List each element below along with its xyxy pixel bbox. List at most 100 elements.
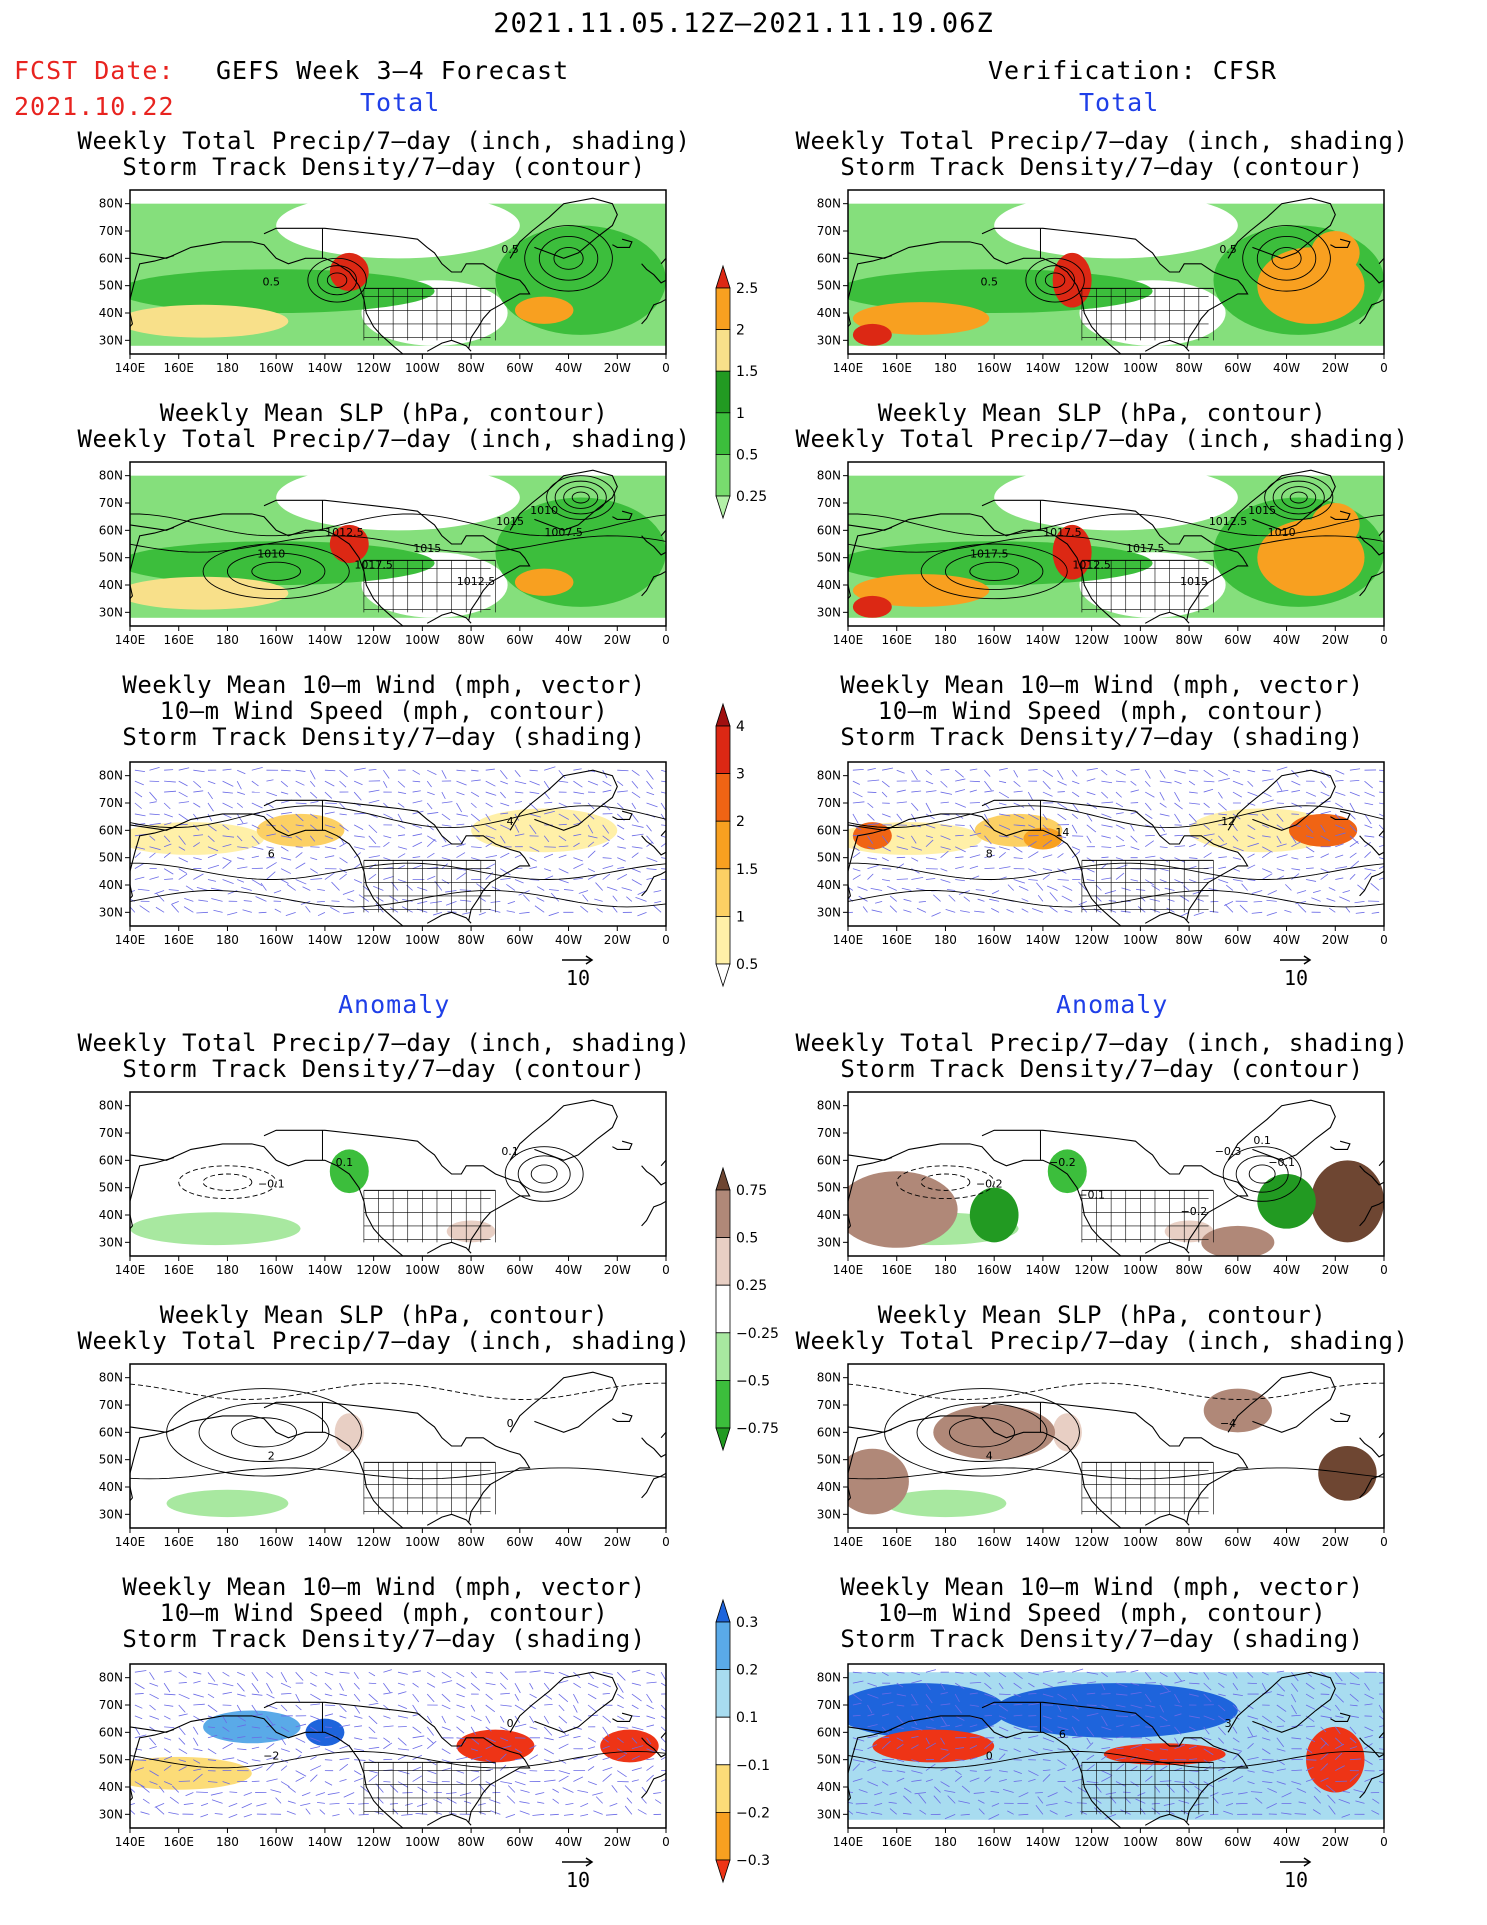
wind-vector [500, 780, 509, 785]
wind-vector [456, 769, 466, 772]
wind-vector [867, 1744, 878, 1750]
wind-vector [1306, 1759, 1317, 1761]
wind-vector [485, 791, 497, 796]
wind-vector [358, 1813, 369, 1816]
wind-vector [236, 1704, 242, 1712]
wind-vector [310, 1737, 321, 1742]
wind-vector [587, 835, 598, 839]
wind-vector [1305, 1766, 1314, 1771]
wind-vector [1180, 1809, 1190, 1815]
wind-vector [852, 852, 861, 858]
lon-tick-label: 140W [1026, 1263, 1061, 1277]
coastline-0 [130, 1715, 404, 1828]
wind-vector [602, 1773, 612, 1782]
wind-vector [1165, 1810, 1175, 1815]
wind-vector [134, 802, 142, 809]
lat-tick-label: 30N [99, 333, 123, 347]
wind-vector [456, 835, 464, 846]
wind-vector [426, 1737, 434, 1744]
lon-tick-label: 180 [216, 1535, 239, 1549]
wind-vector [178, 835, 186, 845]
colorbar-segment [715, 773, 731, 822]
wind-vector [558, 1704, 565, 1712]
contour-line [896, 1165, 995, 1200]
lon-tick-label: 20W [1322, 633, 1349, 647]
wind-vector [548, 889, 559, 891]
lon-tick-label: 40W [1273, 633, 1300, 647]
lon-tick-label: 160E [163, 633, 194, 647]
lon-tick-label: 120W [356, 633, 391, 647]
wind-vector [940, 879, 951, 883]
colorbar-label: 0.5 [736, 447, 758, 463]
wind-vector [578, 890, 589, 894]
wind-vector [251, 1759, 261, 1762]
wind-vector [558, 1770, 571, 1775]
contour-label: −0.2 [1181, 1205, 1208, 1218]
wind-vector [544, 1779, 556, 1782]
coastline-8 [1359, 1737, 1384, 1758]
wind-vector [955, 1747, 965, 1750]
wind-vector [1101, 1726, 1112, 1731]
wind-vector [940, 1715, 947, 1726]
colorbar-tip-bottom [715, 1427, 731, 1452]
wind-vector [441, 1726, 452, 1731]
wind-vector [1262, 1770, 1274, 1774]
wind-vector [1305, 1682, 1315, 1690]
wind-vector [368, 863, 377, 869]
wind-vector [911, 1735, 919, 1739]
plot-frame [847, 1363, 1385, 1529]
coastline-1 [130, 1429, 175, 1474]
wind-vector [596, 908, 603, 913]
wind-vector [1042, 868, 1053, 871]
wind-vector [1320, 873, 1329, 880]
lat-tick-label: 70N [99, 796, 123, 810]
wind-vector [955, 834, 964, 837]
lat-tick-label: 80N [817, 469, 841, 483]
lat-tick-label: 40N [99, 1208, 123, 1222]
wind-vector [867, 1759, 876, 1764]
wind-vector [354, 1748, 365, 1751]
wind-vector [295, 1723, 307, 1728]
wind-vector [874, 1792, 883, 1796]
wind-vector [500, 1671, 509, 1681]
wind-vector [1071, 1715, 1080, 1722]
wind-vector [925, 835, 933, 838]
plot-frame [847, 761, 1385, 927]
wind-vector [646, 1758, 655, 1761]
wind-vector [1154, 1785, 1161, 1793]
wind-vector [1086, 791, 1096, 796]
contour-line [530, 1164, 558, 1184]
wind-vector [852, 813, 859, 824]
colorbar-segment [715, 868, 731, 917]
colorbar-segment [715, 820, 731, 870]
wind-vector [222, 879, 234, 884]
wind-vector [1042, 1769, 1051, 1771]
wind-vector [470, 1775, 480, 1782]
wind-vector [137, 888, 150, 891]
wind-vector [1247, 791, 1258, 797]
contour-line [1222, 1146, 1302, 1202]
wind-vector [848, 1791, 853, 1793]
wind-vector [237, 879, 245, 883]
wind-vector [1378, 1715, 1384, 1721]
wind-vector [998, 1736, 1008, 1739]
wind-vector [1140, 1807, 1146, 1815]
wind-vector [577, 1789, 589, 1793]
wind-vector [368, 1770, 379, 1774]
panel-4-title: Weekly Mean SLP (hPa, contour) Weekly Tot… [795, 399, 1409, 453]
wind-vector [1276, 1704, 1287, 1712]
wind-vector [1203, 802, 1210, 808]
wind-vector [243, 1813, 252, 1818]
wind-vector [1037, 895, 1044, 902]
lon-tick-label: 100W [405, 1263, 440, 1277]
wind-vector [514, 879, 524, 884]
wind-vector [343, 1792, 355, 1798]
wind-vector [243, 1792, 252, 1796]
lat-tick-label: 60N [817, 1153, 841, 1167]
wind-vector [193, 857, 202, 861]
contour-label: 1017.5 [970, 548, 1009, 561]
wind-vector [1232, 846, 1244, 852]
wind-vector [852, 1680, 864, 1684]
contour-line [517, 1155, 571, 1193]
lon-tick-label: 160W [977, 633, 1012, 647]
